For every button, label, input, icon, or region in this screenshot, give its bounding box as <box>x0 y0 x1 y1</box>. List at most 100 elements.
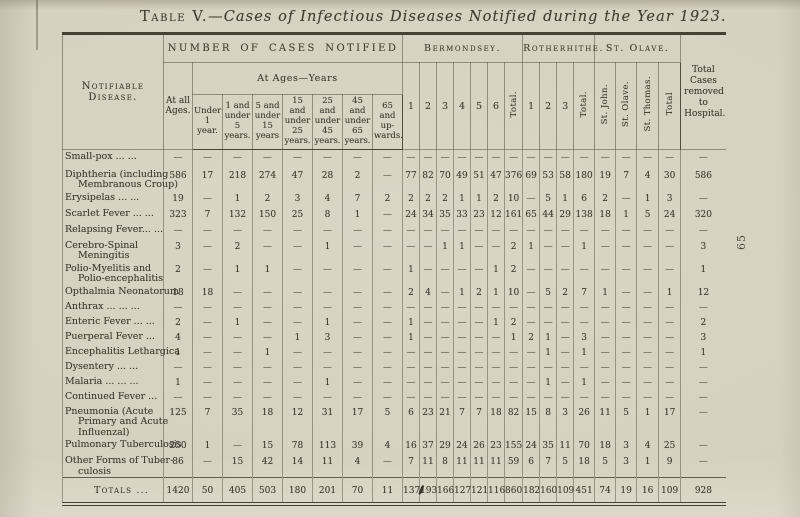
table-cell: — <box>636 314 660 330</box>
table-cell: — <box>487 299 506 315</box>
table-cell: 1 <box>556 190 575 207</box>
table-cell: — <box>615 261 638 285</box>
table-cell: — <box>419 149 438 168</box>
table-cell: — <box>419 344 438 360</box>
table-cell: — <box>522 374 541 390</box>
table-cell: 10 <box>504 284 524 300</box>
table-cell: — <box>658 314 682 330</box>
table-cell: 405 <box>222 477 253 504</box>
table-cell: 1 <box>312 238 343 262</box>
table-cell: — <box>680 374 726 390</box>
table-cell: 1 <box>680 261 726 285</box>
table-cell: 1 <box>222 190 253 207</box>
table-cell: — <box>371 149 404 168</box>
table-cell: 5 <box>615 404 638 438</box>
table-cell: — <box>658 222 682 239</box>
table-cell: — <box>402 149 421 168</box>
col-header-bermondsey-1: 1 <box>402 62 421 150</box>
table-cell: — <box>636 374 660 390</box>
table-cell: — <box>192 454 223 478</box>
table-cell: — <box>312 261 343 285</box>
table-cell: — <box>312 389 343 405</box>
table-cell: — <box>222 359 253 375</box>
table-cell: — <box>192 299 223 315</box>
table-cell: 1 <box>222 261 253 285</box>
table-cell: 11 <box>470 454 489 478</box>
disease-label: Enteric Fever ... ... <box>62 314 164 330</box>
table-cell: — <box>504 389 524 405</box>
table-cell: 2 <box>504 261 524 285</box>
table-cell: — <box>282 359 313 375</box>
table-cell: — <box>556 222 575 239</box>
table-cell: — <box>371 454 404 478</box>
table-cell: — <box>470 329 489 345</box>
table-cell: — <box>282 389 313 405</box>
table-cell: — <box>192 329 223 345</box>
table-cell: — <box>192 389 223 405</box>
table-cell: — <box>556 261 575 285</box>
table-cell: — <box>371 238 404 262</box>
table-cell: 1 <box>539 344 558 360</box>
table-cell: 138 <box>573 206 596 223</box>
table-cell: — <box>680 404 726 438</box>
table-cell: — <box>192 314 223 330</box>
disease-label: Diphtheria (including Membranous Croup) <box>62 167 178 191</box>
table-cell: 7 <box>342 190 373 207</box>
table-cell: 150 <box>252 206 283 223</box>
table-cell: — <box>573 149 596 168</box>
disease-label: Small-pox ... ... <box>62 149 164 168</box>
table-cell: 23 <box>470 206 489 223</box>
table-cell: — <box>453 389 472 405</box>
table-cell: — <box>539 314 558 330</box>
table-cell: 33 <box>453 206 472 223</box>
table-cell: — <box>419 329 438 345</box>
table-cell: 7 <box>573 284 596 300</box>
table-cell: 18 <box>192 284 223 300</box>
table-cell: — <box>252 329 283 345</box>
table-cell: 19 <box>615 477 638 504</box>
table-cell: — <box>539 261 558 285</box>
table-cell: — <box>192 222 223 239</box>
table-cell: — <box>556 359 575 375</box>
table-cell: 26 <box>573 404 596 438</box>
table-cell: 4 <box>342 454 373 478</box>
table-cell: — <box>573 222 596 239</box>
table-cell: 320 <box>680 206 726 223</box>
table-cell: 1 <box>636 454 660 478</box>
table-cell: — <box>556 374 575 390</box>
page-title: Table V.—Cases of Infectious Diseases No… <box>140 9 726 25</box>
table-cell: — <box>342 359 373 375</box>
table-cell: 6 <box>522 454 541 478</box>
table-cell: — <box>371 299 404 315</box>
table-cell: 16 <box>402 438 421 454</box>
table-cell: — <box>192 261 223 285</box>
table-cell: — <box>252 314 283 330</box>
table-cell: 15 <box>252 438 283 454</box>
table-cell: — <box>636 329 660 345</box>
table-cell: 15 <box>222 454 253 478</box>
table-cell: — <box>680 438 726 454</box>
table-cell: — <box>522 299 541 315</box>
table-cell: — <box>615 190 638 207</box>
table-cell: 49 <box>453 167 472 191</box>
table-cell: — <box>487 389 506 405</box>
table-cell: 3 <box>658 190 682 207</box>
table-cell: 25 <box>658 438 682 454</box>
table-cell: 109 <box>658 477 682 504</box>
table-cell: — <box>470 299 489 315</box>
table-cell: 8 <box>436 454 455 478</box>
table-cell: 47 <box>282 167 313 191</box>
col-header-bermondsey: Bermondsey. <box>402 33 524 63</box>
table-cell: — <box>573 314 596 330</box>
table-cell: 37 <box>419 438 438 454</box>
table-cell: 11 <box>556 438 575 454</box>
table-cell: — <box>594 299 617 315</box>
table-cell: 77 <box>402 167 421 191</box>
table-cell: — <box>371 206 404 223</box>
table-cell: — <box>615 222 638 239</box>
table-cell: 2 <box>556 284 575 300</box>
table-cell: 1 <box>342 206 373 223</box>
table-cell: 53 <box>539 167 558 191</box>
table-cell: 323 <box>163 206 193 223</box>
table-cell: — <box>556 329 575 345</box>
